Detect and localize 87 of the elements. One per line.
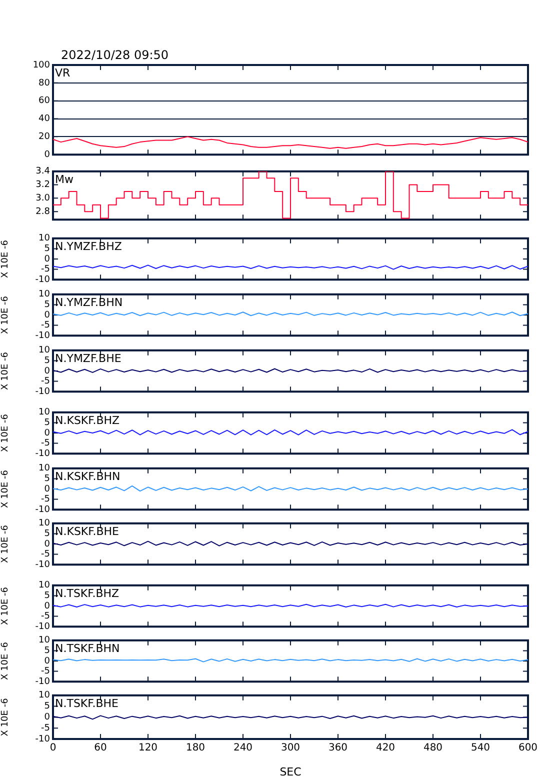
x-tick-label: 600 (518, 742, 538, 754)
y-tick-label: 10 (38, 518, 50, 529)
y-tick-label: 0 (44, 656, 50, 666)
y-tick-label: 0 (44, 601, 50, 612)
chart-title: N.YMZF.BHN (55, 296, 123, 309)
y-tick-label: 0 (44, 712, 50, 723)
y-tick-label: -10 (35, 622, 50, 632)
y-tick-label: -5 (41, 376, 50, 387)
y-tick-label: 0 (44, 539, 50, 550)
y-tick-label: 10 (38, 690, 50, 701)
y-tick-label: 10 (38, 290, 50, 300)
chart-title: N.KSKF.BHE (55, 524, 120, 538)
y-tick-label: -10 (35, 560, 50, 570)
y-tick-label: -10 (35, 448, 50, 459)
y-tick-label: 0 (44, 484, 50, 494)
y-tick-label: 10 (38, 636, 50, 646)
y-tick-label: 2.8 (36, 206, 50, 217)
y-tick-label: 0 (44, 366, 50, 376)
y-tick-label: 5 (44, 529, 50, 540)
y-tick-label: 3.0 (36, 194, 50, 204)
y-tick-label: 5 (44, 646, 50, 656)
y-tick-label: -10 (35, 386, 50, 397)
y-tick-label: 80 (38, 78, 50, 88)
y-tick-label: 10 (38, 234, 50, 244)
y-tick-label: 60 (38, 96, 50, 106)
y-tick-label: -5 (41, 438, 50, 449)
y-tick-label: 3.4 (36, 166, 50, 177)
x-tick-label: 120 (138, 742, 158, 754)
text: 2022/10/28 09:50 (61, 48, 169, 62)
y-tick-label: -10 (35, 734, 50, 744)
y-axis-title: X 10E -6 (0, 470, 11, 508)
y-axis-title: X 10E -6 (0, 352, 11, 390)
y-tick-label: 5 (44, 418, 50, 428)
y-axis-title: X 10E -6 (0, 296, 11, 334)
y-tick-label: -5 (41, 494, 50, 505)
x-axis-title: SEC (280, 765, 302, 778)
y-axis-title: X 10E -6 (0, 240, 11, 278)
y-tick-label: 10 (38, 464, 50, 474)
y-tick-label: 10 (38, 580, 50, 591)
y-tick-label: 0 (44, 150, 50, 160)
chart-title: Mw (55, 172, 74, 186)
y-tick-label: 5 (44, 244, 50, 254)
x-tick-label: 60 (94, 742, 107, 754)
y-tick-label: -10 (35, 274, 50, 285)
chart-title: N.TSKF.BHE (55, 696, 119, 710)
y-tick-label: 5 (44, 591, 50, 602)
y-tick-label: 0 (44, 254, 50, 264)
y-tick-label: -10 (35, 676, 50, 687)
chart-title: N.YMZF.BHZ (55, 240, 122, 253)
y-tick-label: -5 (41, 612, 50, 622)
chart-title: N.KSKF.BHZ (55, 414, 120, 427)
y-tick-label: -10 (35, 504, 50, 515)
y-axis-title: X 10E -6 (0, 586, 11, 625)
y-axis-title: X 10E -6 (0, 524, 11, 563)
y-axis-title: X 10E -6 (0, 642, 11, 680)
y-tick-label: -5 (41, 666, 50, 677)
y-tick-label: -5 (41, 264, 50, 275)
y-tick-label: -5 (41, 320, 50, 331)
y-tick-label: 5 (44, 356, 50, 366)
y-tick-label: 5 (44, 300, 50, 310)
y-tick-label: -5 (41, 723, 50, 734)
y-tick-label: 100 (32, 60, 50, 70)
y-tick-label: 0 (44, 310, 50, 320)
x-tick-label: 240 (233, 742, 253, 754)
y-tick-label: 40 (38, 114, 50, 124)
chart-title: N.TSKF.BHN (55, 642, 120, 655)
y-tick-label: -10 (35, 330, 50, 341)
chart-title: N.KSKF.BHN (55, 470, 120, 483)
y-tick-label: -5 (41, 550, 50, 560)
y-tick-label: 10 (38, 408, 50, 418)
x-tick-label: 420 (376, 742, 396, 754)
y-tick-label: 10 (38, 346, 50, 356)
y-axis-title: X 10E -6 (0, 414, 11, 452)
chart-title: N.YMZF.BHE (55, 352, 122, 365)
x-tick-label: 180 (186, 742, 206, 754)
y-tick-label: 5 (44, 702, 50, 712)
y-tick-label: 0 (44, 428, 50, 438)
x-tick-label: 480 (423, 742, 443, 754)
y-tick-label: 5 (44, 474, 50, 484)
x-tick-label: 360 (328, 742, 348, 754)
y-axis-title: X 10E -6 (0, 698, 11, 736)
x-tick-label: 300 (280, 742, 300, 754)
x-tick-label: 540 (470, 742, 490, 754)
y-tick-label: 20 (38, 132, 50, 142)
chart-title: VR (55, 66, 71, 80)
chart-title: N.TSKF.BHZ (55, 586, 120, 600)
y-tick-label: 3.2 (36, 180, 50, 190)
